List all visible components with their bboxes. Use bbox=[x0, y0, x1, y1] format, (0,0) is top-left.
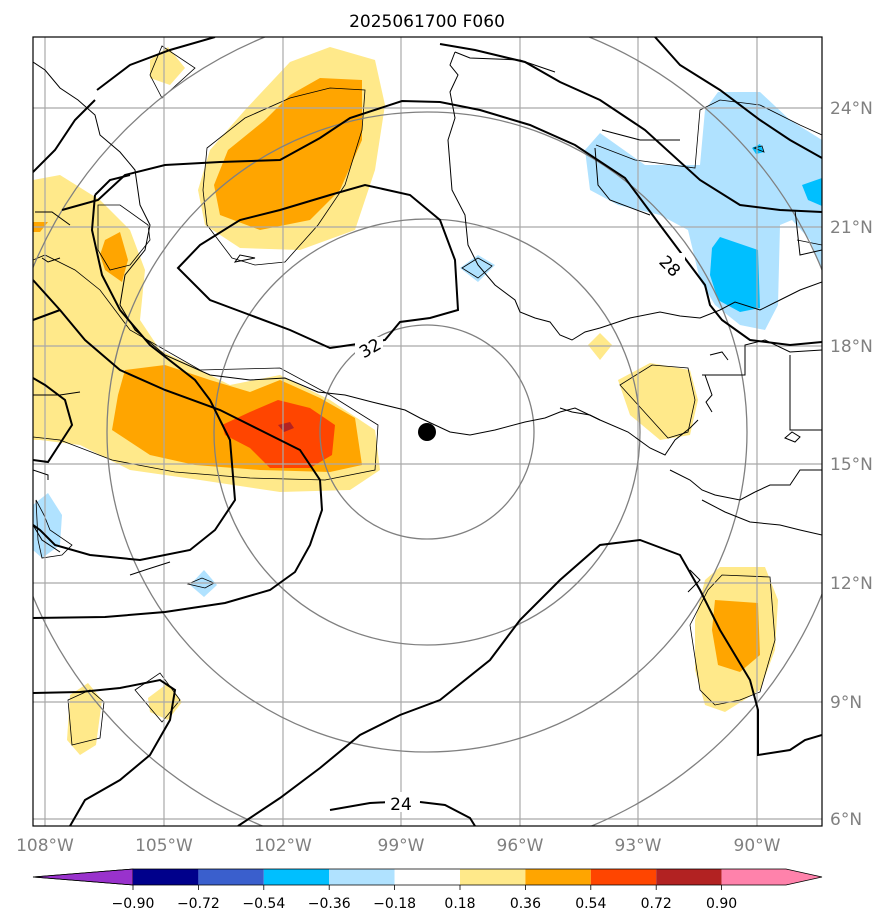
lon-label: 90°W bbox=[734, 836, 781, 856]
latitude-labels: 24°N 21°N 18°N 15°N 12°N 9°N 6°N bbox=[830, 99, 873, 830]
coastlines bbox=[33, 51, 822, 593]
lon-label: 96°W bbox=[497, 836, 544, 856]
colorbar-swatch bbox=[656, 869, 722, 885]
lon-label: 102°W bbox=[254, 836, 312, 856]
colorbar: −0.90 −0.72 −0.54 −0.36 −0.18 0.18 0.36 … bbox=[32, 868, 823, 912]
contour-label-24: 24 bbox=[390, 795, 412, 815]
colorbar-extend-high bbox=[721, 869, 822, 885]
lon-label: 93°W bbox=[615, 836, 662, 856]
colorbar-tick-label: 0.36 bbox=[510, 896, 541, 912]
colorbar-tick-label: −0.36 bbox=[308, 896, 351, 912]
longitude-labels: 108°W 105°W 102°W 99°W 96°W 93°W 90°W bbox=[16, 836, 781, 856]
colorbar-tick-label: 0.18 bbox=[444, 896, 475, 912]
colorbar-tick-label: −0.90 bbox=[112, 896, 155, 912]
colorbar-swatch bbox=[133, 869, 199, 885]
lat-label: 18°N bbox=[830, 337, 873, 357]
contour-lines bbox=[33, 37, 822, 826]
map-frame bbox=[32, 36, 823, 827]
colorbar-tick-label: −0.72 bbox=[177, 896, 220, 912]
colorbar-swatch bbox=[525, 869, 591, 885]
colorbar-tick-label: −0.18 bbox=[373, 896, 416, 912]
positive-anomaly-strong-shading bbox=[222, 400, 335, 468]
lat-label: 6°N bbox=[830, 810, 862, 830]
colorbar-tick-label: 0.72 bbox=[641, 896, 672, 912]
range-rings bbox=[33, 37, 822, 826]
colorbar-swatch bbox=[263, 869, 330, 885]
colorbar-swatch bbox=[394, 869, 460, 885]
storm-center-marker bbox=[418, 423, 436, 441]
colorbar-swatch bbox=[329, 869, 395, 885]
colorbar-swatch bbox=[590, 869, 657, 885]
colorbar-extend-low bbox=[32, 868, 134, 886]
colorbar-swatch bbox=[198, 869, 264, 885]
gridlines bbox=[33, 37, 822, 826]
colorbar-swatch bbox=[460, 869, 526, 885]
lon-label: 108°W bbox=[16, 836, 74, 856]
lat-label: 24°N bbox=[830, 99, 873, 119]
lon-label: 99°W bbox=[378, 836, 425, 856]
lat-label: 12°N bbox=[830, 574, 873, 594]
colorbar-tick-label: 0.54 bbox=[575, 896, 606, 912]
plot-title: 2025061700 F060 bbox=[349, 12, 505, 32]
map-area bbox=[33, 37, 822, 826]
positive-anomaly-peak-shading bbox=[278, 422, 294, 432]
lat-label: 15°N bbox=[830, 455, 873, 475]
lat-label: 9°N bbox=[830, 693, 862, 713]
lon-label: 105°W bbox=[135, 836, 193, 856]
lat-label: 21°N bbox=[830, 218, 873, 238]
colorbar-tick-label: 0.90 bbox=[706, 896, 737, 912]
colorbar-tick-label: −0.54 bbox=[242, 896, 285, 912]
